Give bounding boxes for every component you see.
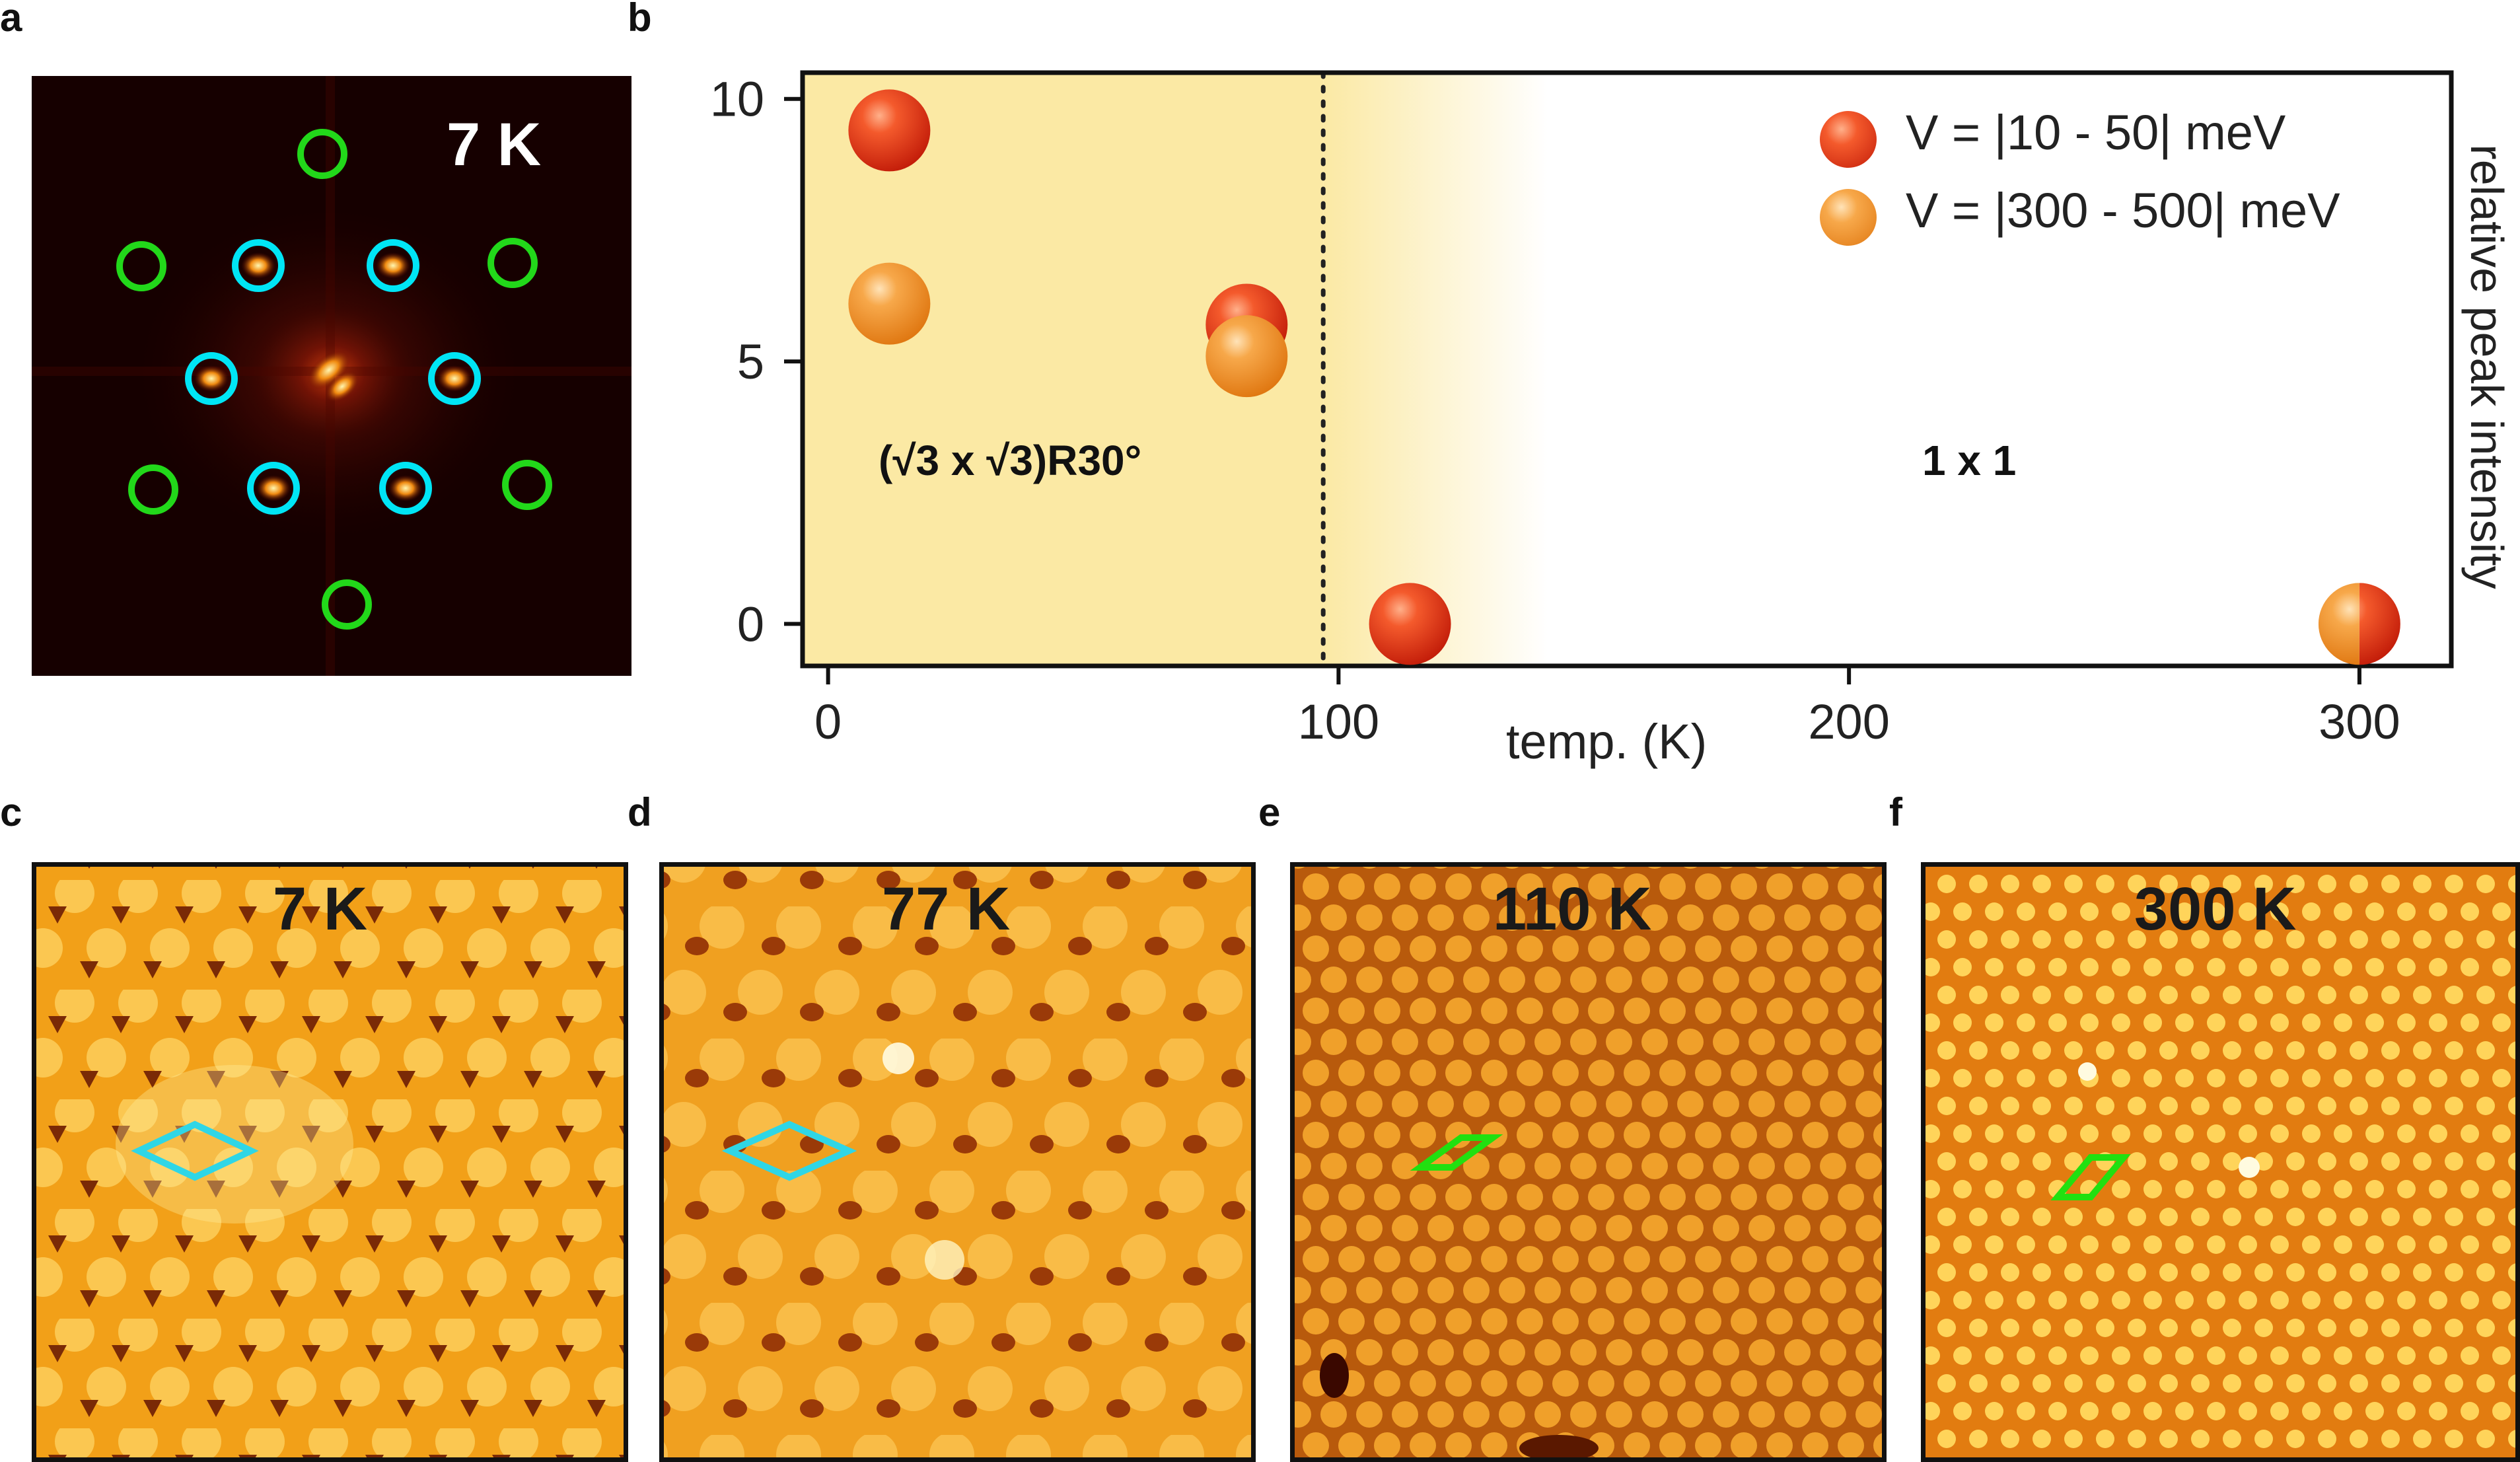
region-label-sqrt3: (√3 x √3)R30° (879, 437, 1142, 484)
x-tick-label-200: 200 (1808, 694, 1889, 749)
data-point-orange-1 (1206, 315, 1288, 398)
legend-marker-red (1820, 111, 1877, 168)
stm-texture-110k (1295, 867, 1882, 1457)
fft-inner-circles (185, 239, 481, 515)
panel-letter-e: e (1258, 790, 1281, 834)
data-point-orange-0 (848, 262, 931, 345)
fft-outer-circles (116, 129, 552, 630)
stm-image-7k: 7 K (32, 862, 628, 1462)
stm-texture-300k (1926, 867, 2515, 1457)
y-tick-label-10: 10 (710, 72, 764, 127)
panel-letter-f: f (1889, 790, 1902, 834)
stm-texture-77k (664, 867, 1251, 1457)
plot-frame (800, 70, 2454, 669)
temperature-chart: 0 100 200 300 0 5 10 (710, 70, 2454, 749)
unit-cell-sqrt3-d (721, 1120, 857, 1181)
stm-image-110k: 110 K (1290, 862, 1887, 1462)
y-tick-label-5: 5 (737, 334, 764, 389)
x-axis-title: temp. (K) (1506, 714, 1708, 769)
panel-letter-a: a (0, 0, 22, 40)
legend: V = |10 - 50| meV V = |300 - 500| meV (1820, 99, 2441, 258)
y-axis-title: relative peak intensity (2461, 144, 2513, 589)
legend-label-red: V = |10 - 50| meV (1906, 105, 2286, 160)
data-point-red-2 (1369, 583, 1451, 665)
stm-label-7k: 7 K (273, 875, 368, 943)
fft-pattern (32, 76, 631, 676)
panel-letter-b: b (628, 0, 652, 40)
stm-label-300k: 300 K (2134, 875, 2297, 943)
fft-image: 7 K (32, 76, 631, 676)
data-point-red-0 (848, 89, 931, 172)
region-label-1x1: 1 x 1 (1922, 437, 2017, 484)
legend-label-orange: V = |300 - 500| meV (1906, 183, 2340, 238)
phase-region-fade (1323, 73, 1548, 666)
stm-image-77k: 77 K (659, 862, 1256, 1462)
data-point-red-3 (2359, 583, 2400, 665)
stm-label-110k: 110 K (1493, 875, 1652, 943)
x-tick-label-300: 300 (2319, 694, 2400, 749)
stm-texture-7k (36, 867, 624, 1457)
x-tick-label-0: 0 (814, 694, 842, 749)
stm-label-77k: 77 K (882, 875, 1011, 943)
fft-temperature-label: 7 K (447, 111, 542, 178)
unit-cell-1x1-f (2050, 1154, 2131, 1200)
stm-image-300k: 300 K (1921, 862, 2520, 1462)
legend-marker-orange (1820, 189, 1877, 246)
panel-letter-c: c (0, 790, 22, 834)
panel-letter-d: d (628, 790, 652, 834)
data-point-orange-2 (2318, 583, 2359, 665)
unit-cell-1x1-e (1410, 1134, 1503, 1171)
x-tick-label-100: 100 (1298, 694, 1379, 749)
y-tick-label-0: 0 (737, 597, 764, 651)
unit-cell-sqrt3-c (131, 1120, 259, 1181)
